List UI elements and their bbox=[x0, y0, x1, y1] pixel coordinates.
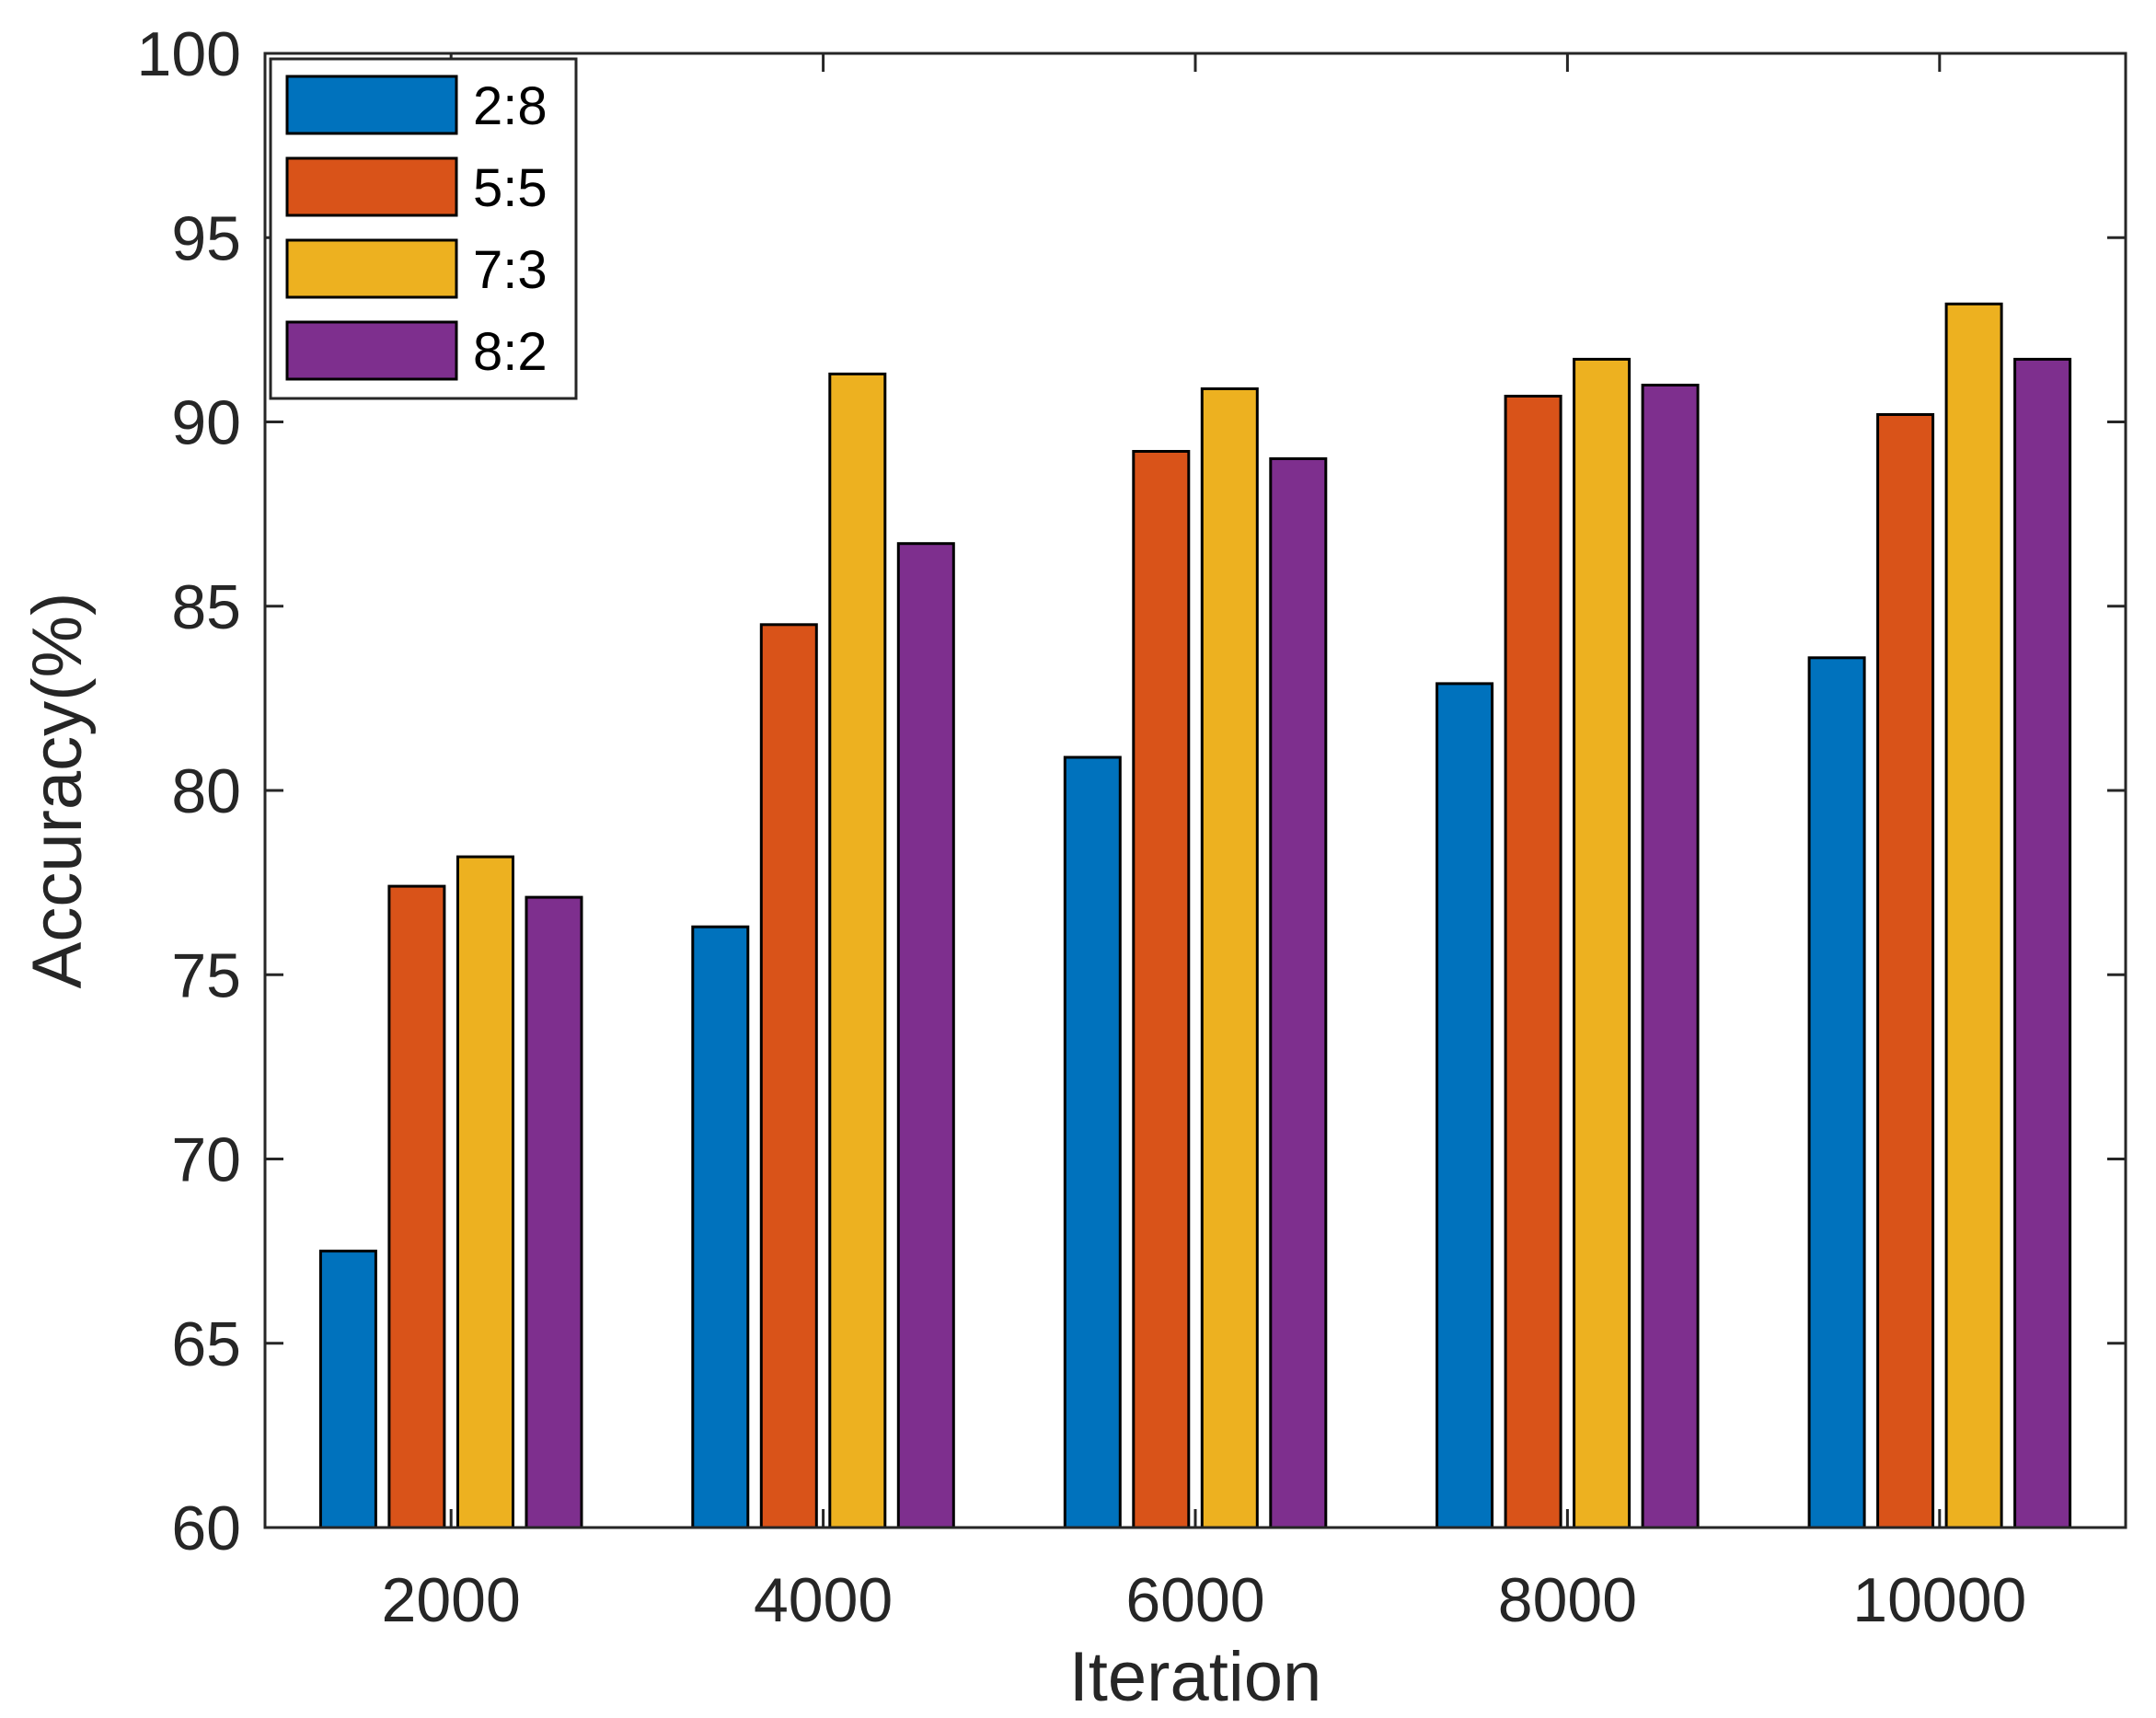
x-tick-label: 4000 bbox=[754, 1565, 893, 1635]
y-tick-label: 70 bbox=[171, 1125, 241, 1195]
bar-7-3-6000 bbox=[1200, 387, 1259, 1529]
y-tick-label: 85 bbox=[171, 572, 241, 642]
bar-5-5-2000 bbox=[387, 884, 446, 1529]
bar-2-8-2000 bbox=[318, 1250, 377, 1529]
plot-area-frame bbox=[263, 52, 2127, 1529]
y-tick-label: 75 bbox=[171, 940, 241, 1010]
y-tick-label: 95 bbox=[171, 203, 241, 273]
x-tick-label: 6000 bbox=[1125, 1565, 1264, 1635]
legend-swatch-5-5 bbox=[285, 156, 458, 217]
legend-label-7-3: 7:3 bbox=[473, 240, 548, 300]
bar-8-2-10000 bbox=[2013, 357, 2072, 1529]
bar-5-5-4000 bbox=[759, 623, 818, 1529]
x-tick-label: 8000 bbox=[1498, 1565, 1637, 1635]
y-axis-title: Accuracy(%) bbox=[18, 593, 97, 989]
y-tick-label: 65 bbox=[171, 1309, 241, 1379]
bar-2-8-10000 bbox=[1807, 656, 1866, 1529]
bar-7-3-8000 bbox=[1573, 357, 1631, 1529]
bar-8-2-8000 bbox=[1641, 384, 1700, 1529]
x-axis-title: Iteration bbox=[1069, 1638, 1322, 1716]
legend-swatch-8-2 bbox=[285, 320, 458, 381]
bar-5-5-8000 bbox=[1504, 395, 1562, 1529]
x-tick-label: 10000 bbox=[1852, 1565, 2026, 1635]
bar-5-5-10000 bbox=[1876, 413, 1935, 1529]
bar-8-2-2000 bbox=[525, 895, 583, 1529]
bar-2-8-6000 bbox=[1063, 755, 1122, 1529]
bar-7-3-10000 bbox=[1944, 302, 2003, 1529]
legend-label-8-2: 8:2 bbox=[473, 322, 548, 382]
x-tick-labels: 2000 4000 6000 8000 10000 bbox=[382, 1565, 2027, 1635]
legend-label-2-8: 2:8 bbox=[473, 76, 548, 136]
bar-8-2-6000 bbox=[1269, 457, 1328, 1529]
bar-7-3-4000 bbox=[828, 372, 887, 1529]
x-tick-label: 2000 bbox=[382, 1565, 521, 1635]
bar-7-3-2000 bbox=[456, 855, 514, 1529]
y-tick-label: 80 bbox=[171, 756, 241, 826]
bar-8-2-4000 bbox=[896, 542, 955, 1529]
bar-2-8-4000 bbox=[691, 925, 750, 1529]
legend: 2:8 5:5 7:3 8:2 bbox=[269, 57, 578, 400]
y-tick-label: 90 bbox=[171, 388, 241, 458]
y-tick-label: 100 bbox=[137, 19, 241, 89]
y-tick-labels: 60 65 70 75 80 85 90 95 100 bbox=[137, 19, 241, 1563]
legend-label-5-5: 5:5 bbox=[473, 158, 548, 218]
legend-swatch-2-8 bbox=[285, 75, 458, 135]
bar-5-5-6000 bbox=[1132, 450, 1191, 1529]
y-tick-label: 60 bbox=[171, 1493, 241, 1563]
bar-2-8-8000 bbox=[1435, 682, 1494, 1529]
legend-swatch-7-3 bbox=[285, 238, 458, 299]
bars-group bbox=[318, 302, 2072, 1529]
